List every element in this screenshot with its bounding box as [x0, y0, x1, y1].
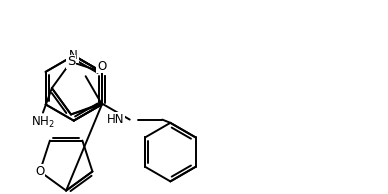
Text: O: O	[35, 165, 45, 178]
Text: O: O	[97, 60, 106, 73]
Text: NH$_2$: NH$_2$	[31, 114, 55, 130]
Text: S: S	[67, 55, 75, 68]
Text: N: N	[69, 49, 78, 62]
Text: HN: HN	[107, 113, 125, 126]
